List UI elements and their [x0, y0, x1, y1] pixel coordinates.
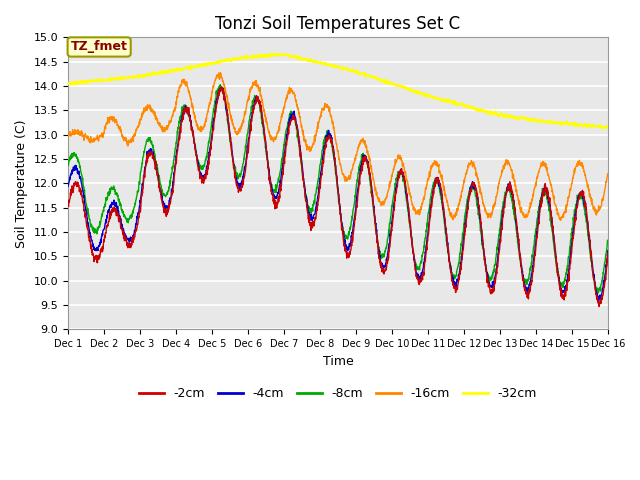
Title: Tonzi Soil Temperatures Set C: Tonzi Soil Temperatures Set C	[215, 15, 461, 33]
X-axis label: Time: Time	[323, 355, 353, 368]
Y-axis label: Soil Temperature (C): Soil Temperature (C)	[15, 119, 28, 248]
Legend: -2cm, -4cm, -8cm, -16cm, -32cm: -2cm, -4cm, -8cm, -16cm, -32cm	[134, 382, 542, 405]
Text: TZ_fmet: TZ_fmet	[71, 40, 127, 53]
